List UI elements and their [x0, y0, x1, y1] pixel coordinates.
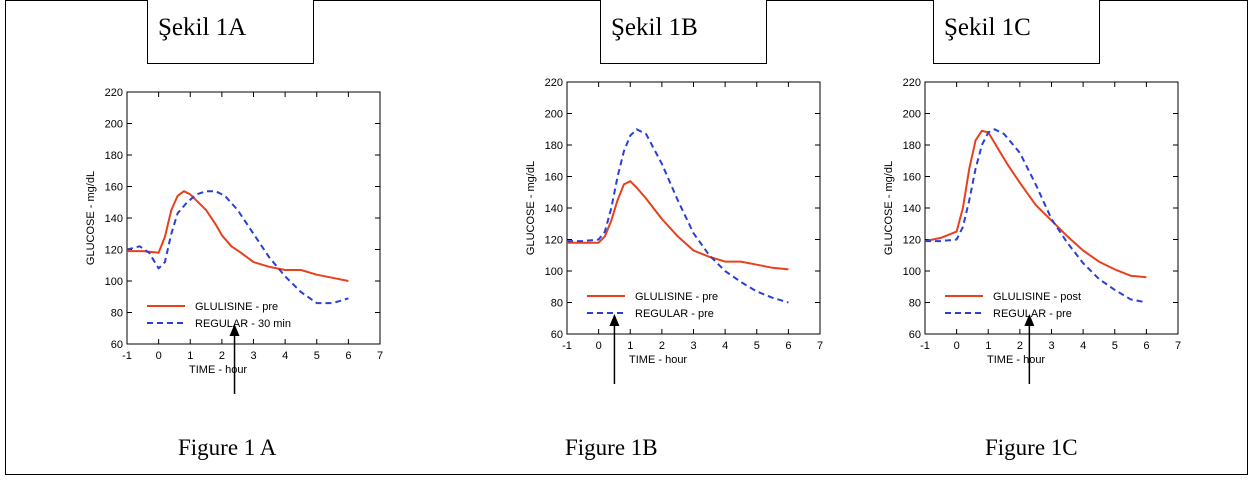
- panel-a-turkish-label-text: Şekil 1A: [158, 14, 247, 41]
- y-tick-label: 120: [105, 245, 123, 257]
- y-tick-label: 60: [111, 339, 123, 351]
- panel-b-turkish-label: Şekil 1B: [600, 0, 767, 64]
- figure-1c-caption: Figure 1C: [985, 435, 1078, 460]
- x-tick-label: 0: [954, 340, 960, 352]
- x-tick-label: 0: [156, 350, 162, 362]
- panel-c-turkish-label: Şekil 1C: [933, 0, 1100, 64]
- x-tick-label: 6: [345, 350, 351, 362]
- legend-entry-label: REGULAR - 30 min: [195, 318, 291, 330]
- x-tick-label: 4: [722, 340, 728, 352]
- arrow-head: [229, 324, 240, 336]
- y-tick-label: 80: [909, 298, 921, 310]
- y-tick-label: 80: [111, 308, 123, 320]
- series-line-regular: [126, 190, 349, 305]
- legend-entry-label: GLULISINE - pre: [195, 301, 278, 313]
- y-tick-label: 220: [545, 77, 563, 89]
- x-tick-label: 1: [985, 340, 991, 352]
- x-tick-label: 5: [754, 340, 760, 352]
- y-tick-label: 140: [545, 203, 563, 215]
- y-tick-label: 220: [105, 87, 123, 99]
- series-line-glulisine: [127, 190, 349, 282]
- y-tick-label: 200: [545, 109, 563, 121]
- x-tick-label: 6: [785, 340, 791, 352]
- x-tick-label: 0: [596, 340, 602, 352]
- chart-figure-1b: -1 0 1 2 3 4 5 6 7 60 80 100 120 140 160 180 200 220 TIME …: [525, 77, 823, 384]
- y-tick-label: 120: [903, 235, 921, 247]
- y-axis-label: GLUCOSE - mg/dL: [883, 161, 895, 255]
- y-tick-label: 220: [903, 77, 921, 89]
- x-tick-label: -1: [920, 340, 930, 352]
- y-axis-label: GLUCOSE - mg/dL: [525, 161, 537, 255]
- x-tick-label: 3: [250, 350, 256, 362]
- x-tick-label: 4: [1080, 340, 1086, 352]
- y-tick-label: 100: [903, 266, 921, 278]
- x-axis-label: TIME - hour: [189, 364, 247, 376]
- x-tick-label: 3: [690, 340, 696, 352]
- y-tick-label: 60: [909, 329, 921, 341]
- y-tick-label: 200: [903, 109, 921, 121]
- chart-figure-1a: -1 0 1 2 3 4 5 6 7 60 80 100 120 140 160 180 200 220 TIME …: [85, 87, 383, 394]
- y-tick-label: 120: [545, 235, 563, 247]
- x-tick-label: -1: [122, 350, 132, 362]
- y-tick-label: 140: [105, 213, 123, 225]
- arrow-head: [1024, 314, 1035, 326]
- series-line-regular: [567, 128, 789, 304]
- x-tick-label: 5: [314, 350, 320, 362]
- x-tick-label: 7: [1175, 340, 1181, 352]
- x-tick-label: 5: [1112, 340, 1118, 352]
- series-line-regular: [925, 128, 1147, 304]
- y-tick-label: 200: [105, 119, 123, 131]
- y-tick-label: 180: [545, 140, 563, 152]
- arrow-head: [609, 314, 620, 326]
- panel-b-turkish-label-text: Şekil 1B: [611, 14, 698, 41]
- y-tick-label: 60: [551, 329, 563, 341]
- x-axis-label: TIME - hour: [629, 354, 687, 366]
- legend-entry-label: REGULAR - pre: [993, 308, 1072, 320]
- series-line-glulisine: [924, 129, 1147, 279]
- panel-c-turkish-label-text: Şekil 1C: [944, 14, 1031, 41]
- y-tick-label: 100: [105, 276, 123, 288]
- x-tick-label: -1: [562, 340, 572, 352]
- x-tick-label: 2: [219, 350, 225, 362]
- x-tick-label: 4: [282, 350, 288, 362]
- legend-entry-label: REGULAR - pre: [635, 308, 714, 320]
- x-tick-label: 2: [1017, 340, 1023, 352]
- x-tick-label: 3: [1048, 340, 1054, 352]
- y-tick-label: 180: [903, 140, 921, 152]
- panel-a-turkish-label: Şekil 1A: [147, 0, 314, 64]
- y-tick-label: 100: [545, 266, 563, 278]
- x-tick-label: 2: [659, 340, 665, 352]
- x-tick-label: 1: [627, 340, 633, 352]
- x-tick-label: 1: [187, 350, 193, 362]
- y-tick-label: 140: [903, 203, 921, 215]
- y-tick-label: 160: [105, 182, 123, 194]
- legend-entry-label: GLULISINE - pre: [635, 291, 718, 303]
- figure-1b-caption: Figure 1B: [565, 435, 658, 460]
- y-tick-label: 180: [105, 150, 123, 162]
- x-axis-label: TIME - hour: [987, 354, 1045, 366]
- chart-figure-1c: -1 0 1 2 3 4 5 6 7 60 80 100 120 140 160 180 200 220 TIME …: [883, 77, 1181, 384]
- legend-entry-label: GLULISINE - post: [993, 291, 1081, 303]
- x-tick-label: 7: [817, 340, 823, 352]
- series-line-glulisine: [567, 180, 789, 271]
- y-tick-label: 160: [903, 172, 921, 184]
- y-tick-label: 160: [545, 172, 563, 184]
- x-tick-label: 7: [377, 350, 383, 362]
- y-axis-label: GLUCOSE - mg/dL: [85, 171, 97, 265]
- x-tick-label: 6: [1143, 340, 1149, 352]
- figure-1a-caption: Figure 1 A: [178, 435, 277, 460]
- y-tick-label: 80: [551, 298, 563, 310]
